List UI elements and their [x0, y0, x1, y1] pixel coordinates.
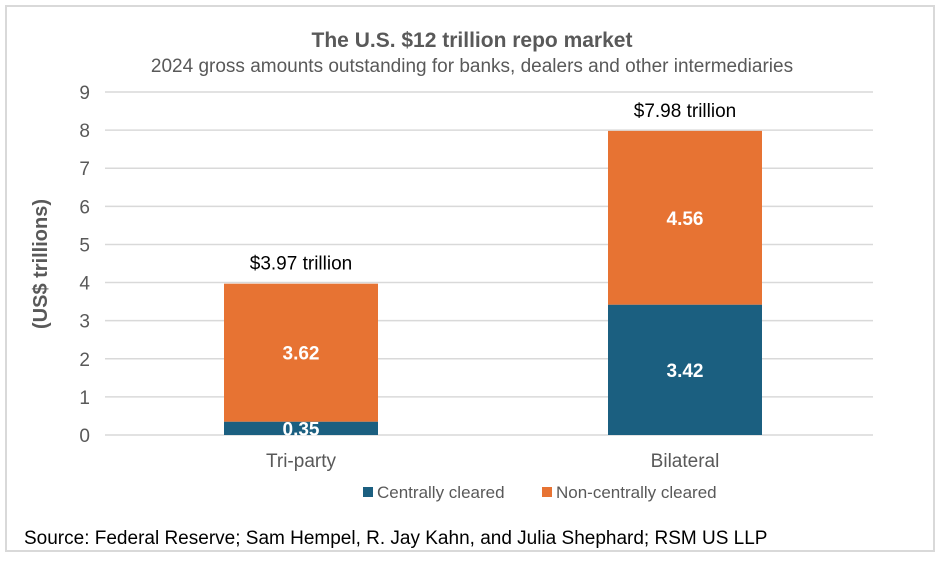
data-label: 3.62 [283, 344, 320, 365]
y-tick-label: 1 [79, 388, 90, 409]
y-tick-label: 6 [79, 197, 90, 218]
bar-segment-non-centrally-cleared [224, 283, 378, 422]
y-tick-label: 7 [79, 159, 90, 180]
data-label: 3.42 [667, 361, 704, 382]
bar-segment-centrally-cleared [224, 421, 378, 435]
data-label: 4.56 [667, 209, 704, 230]
source-note: Source: Federal Reserve; Sam Hempel, R. … [24, 528, 767, 549]
legend-label: Non-centrally cleared [556, 483, 717, 502]
y-tick-label: 2 [79, 350, 90, 371]
x-category-label: Tri-party [266, 451, 337, 472]
chart-subtitle: 2024 gross amounts outstanding for banks… [151, 56, 793, 77]
y-tick-label: 8 [79, 121, 90, 142]
chart-title: The U.S. $12 trillion repo market [312, 29, 633, 52]
bar-segment-centrally-cleared [608, 304, 762, 435]
bar-segment-non-centrally-cleared [608, 130, 762, 305]
legend-label: Centrally cleared [377, 483, 505, 502]
legend-swatch [542, 487, 552, 497]
chart-frame [5, 5, 935, 552]
y-tick-label: 4 [79, 274, 90, 295]
legend-swatch [363, 487, 373, 497]
y-tick-label: 9 [79, 83, 90, 104]
x-category-label: Bilateral [651, 451, 720, 472]
y-axis-label: (US$ trillions) [30, 199, 52, 329]
y-tick-label: 3 [79, 312, 90, 333]
y-tick-label: 5 [79, 235, 90, 256]
data-label: 0.35 [283, 419, 320, 440]
total-label: $7.98 trillion [634, 101, 736, 122]
y-tick-label: 0 [79, 426, 90, 447]
total-label: $3.97 trillion [250, 254, 352, 275]
